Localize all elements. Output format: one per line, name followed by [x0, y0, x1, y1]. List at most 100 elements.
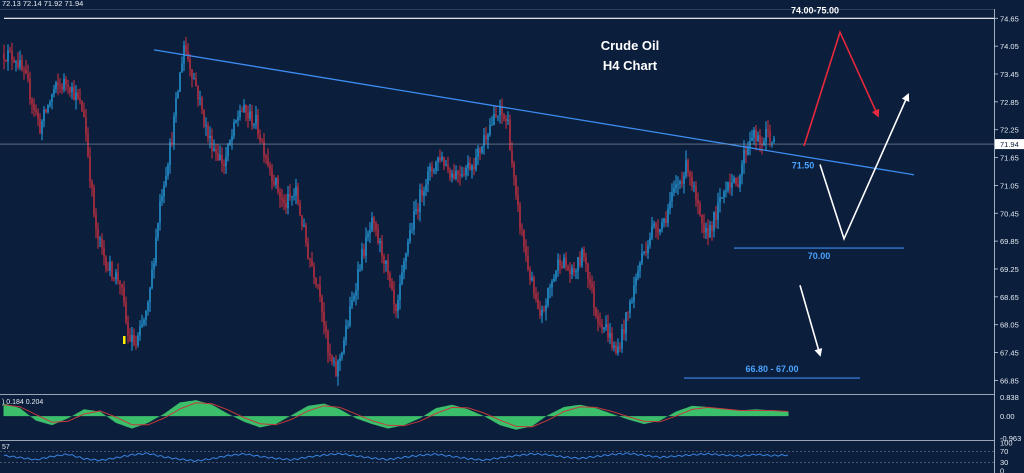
- candle-body: [285, 203, 287, 208]
- candle-body: [207, 125, 209, 139]
- price-tick-label: 73.45: [1000, 70, 1019, 79]
- price-tick-label: 68.05: [1000, 321, 1019, 330]
- candle-body: [67, 84, 69, 87]
- candle-body: [205, 125, 207, 126]
- candle-body: [453, 173, 455, 179]
- candle-body: [711, 225, 713, 232]
- candle-body: [675, 184, 677, 189]
- candle-body: [243, 104, 245, 112]
- candle-body: [689, 172, 691, 177]
- candle-body: [55, 82, 57, 89]
- candle-body: [553, 278, 555, 282]
- price-tick-label: 69.85: [1000, 237, 1019, 246]
- candle-body: [499, 106, 501, 116]
- candle-body: [299, 203, 301, 216]
- candle-body: [325, 325, 327, 332]
- candle-body: [347, 325, 349, 327]
- candle-body: [503, 114, 505, 119]
- candle-body: [685, 160, 687, 176]
- candle-body: [769, 131, 771, 142]
- candle-body: [721, 197, 723, 198]
- candle-body: [709, 225, 711, 238]
- candle-body: [193, 78, 195, 80]
- candle-body: [39, 118, 41, 134]
- candle-body: [345, 325, 347, 341]
- candle-body: [85, 117, 87, 135]
- candle-body: [399, 284, 401, 300]
- candle-body: [421, 189, 423, 196]
- candle-body: [339, 357, 341, 361]
- candle-body: [427, 171, 429, 185]
- candle-body: [765, 129, 767, 142]
- candle-body: [141, 323, 143, 327]
- candle-body: [201, 98, 203, 110]
- candle-body: [159, 201, 161, 224]
- trendline-value-label: 71.50: [792, 161, 815, 171]
- candle-body: [651, 225, 653, 239]
- candle-body: [123, 287, 125, 303]
- candle-body: [245, 104, 247, 113]
- candle-body: [163, 185, 165, 197]
- candle-body: [199, 98, 201, 100]
- candle-body: [515, 177, 517, 196]
- candle-body: [81, 101, 83, 111]
- candle-body: [749, 140, 751, 147]
- candle-body: [257, 114, 259, 135]
- candle-body: [445, 164, 447, 166]
- candle-body: [409, 229, 411, 242]
- candle-body: [735, 177, 737, 184]
- candle-body: [287, 194, 289, 208]
- candle-body: [671, 192, 673, 202]
- price-tick-label: 74.05: [1000, 42, 1019, 51]
- candle-body: [97, 228, 99, 240]
- candle-body: [469, 162, 471, 171]
- candle-body: [61, 86, 63, 90]
- candle-body: [715, 212, 717, 220]
- candle-body: [313, 266, 315, 278]
- candle-body: [249, 111, 251, 119]
- candle-body: [623, 329, 625, 334]
- candle-body: [317, 284, 319, 286]
- candle-body: [223, 163, 225, 166]
- candle-body: [69, 86, 71, 93]
- price-tick-label: 72.85: [1000, 98, 1019, 107]
- candle-body: [139, 326, 141, 336]
- candle-body: [673, 188, 675, 193]
- candle-body: [629, 301, 631, 313]
- candle-body: [237, 116, 239, 121]
- candle-body: [289, 194, 291, 197]
- candle-body: [617, 346, 619, 354]
- candle-body: [219, 154, 221, 160]
- candle-body: [569, 270, 571, 275]
- candle-body: [719, 197, 721, 203]
- candle-body: [475, 156, 477, 170]
- candle-body: [19, 60, 21, 68]
- candle-body: [203, 109, 205, 126]
- candle-body: [371, 217, 373, 231]
- candle-body: [79, 98, 81, 102]
- candle-body: [83, 110, 85, 118]
- candle-body: [261, 140, 263, 142]
- candle-body: [357, 269, 359, 291]
- candle-body: [585, 257, 587, 265]
- rsi-tick-label: 0: [1000, 467, 1004, 473]
- candle-body: [155, 237, 157, 264]
- candle-body: [213, 148, 215, 152]
- candle-body: [511, 150, 513, 164]
- candle-body: [659, 229, 661, 233]
- candle-body: [53, 88, 55, 95]
- candle-body: [385, 260, 387, 264]
- price-tick-label: 67.45: [1000, 349, 1019, 358]
- candle-body: [495, 114, 497, 117]
- oscillator-tick-label: 0.838: [1000, 393, 1019, 402]
- candle-body: [351, 299, 353, 307]
- candle-body: [33, 103, 35, 110]
- candle-body: [523, 229, 525, 247]
- candle-body: [635, 277, 637, 286]
- candle-body: [447, 164, 449, 170]
- candle-body: [517, 195, 519, 206]
- candle-body: [561, 265, 563, 268]
- candle-body: [209, 135, 211, 139]
- candle-body: [71, 86, 73, 93]
